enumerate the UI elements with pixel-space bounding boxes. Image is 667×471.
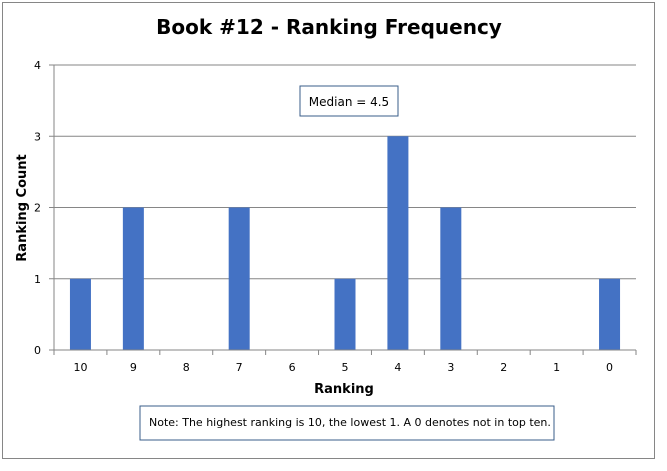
bar-3	[440, 207, 462, 350]
x-axis-title: Ranking	[314, 382, 374, 397]
x-tick-label: 7	[236, 361, 243, 374]
note-annotation: Note: The highest ranking is 10, the low…	[139, 405, 555, 441]
x-tick-label: 0	[606, 361, 613, 374]
x-tick-label: 2	[500, 361, 507, 374]
note-box	[139, 405, 555, 441]
x-tick-label: 3	[447, 361, 454, 374]
note-label: Note: The highest ranking is 10, the low…	[149, 416, 551, 429]
bar-5	[334, 278, 356, 350]
x-tick-label: 6	[289, 361, 296, 374]
y-tick-label: 3	[34, 130, 41, 143]
median-annotation: Median = 4.5	[299, 85, 399, 117]
y-tick-labels: 0 1 2 3 4	[34, 59, 41, 357]
y-axis-title: Ranking Count	[15, 154, 30, 261]
x-tick-label: 10	[73, 361, 87, 374]
bar-0	[599, 278, 621, 350]
median-box	[299, 85, 399, 117]
chart-title: Book #12 - Ranking Frequency	[156, 15, 502, 39]
y-tick-label: 4	[34, 59, 41, 72]
x-tick-labels: 10 9 8 7 6 5 4 3 2 1 0	[73, 361, 613, 374]
median-label: Median = 4.5	[309, 95, 389, 109]
bar-9	[122, 207, 144, 350]
bar-10	[69, 278, 91, 350]
chart-frame	[2, 2, 655, 459]
x-tick-label: 4	[394, 361, 401, 374]
y-tick-label: 1	[34, 273, 41, 286]
axes	[49, 64, 637, 355]
x-tick-label: 8	[183, 361, 190, 374]
bar-4	[387, 136, 409, 350]
x-tick-label: 1	[553, 361, 560, 374]
bar-7	[228, 207, 250, 350]
y-tick-label: 2	[34, 202, 41, 215]
x-tick-label: 5	[342, 361, 349, 374]
x-tick-label: 9	[130, 361, 137, 374]
bars	[69, 136, 621, 350]
y-tick-label: 0	[34, 344, 41, 357]
